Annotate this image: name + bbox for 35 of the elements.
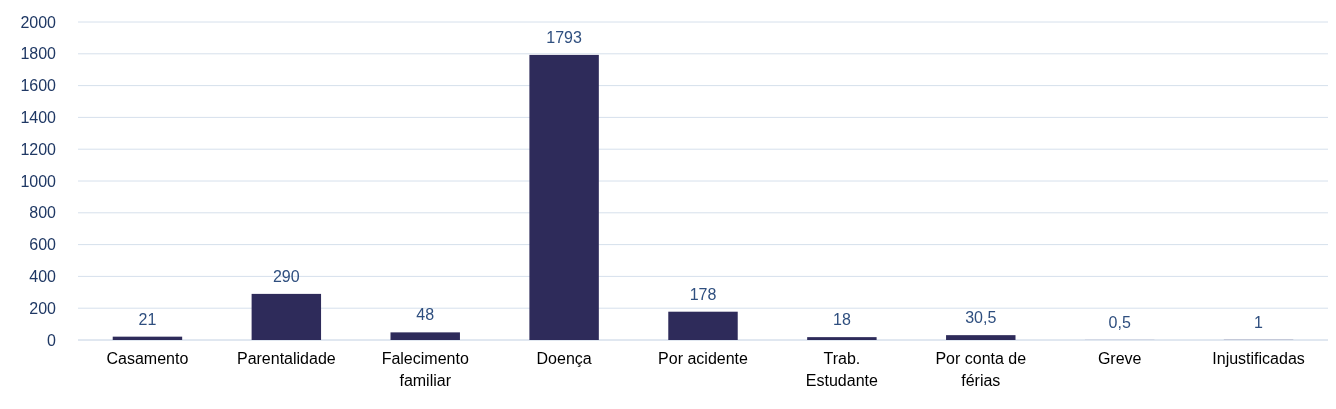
x-tick-label: Injustificadas — [1212, 350, 1305, 367]
y-tick-label: 800 — [29, 204, 57, 222]
data-label: 178 — [689, 285, 717, 303]
x-tick-label: Greve — [1097, 350, 1142, 367]
data-label: 18 — [832, 311, 851, 329]
x-tick-label: Parentalidade — [236, 350, 336, 367]
data-label: 30,5 — [965, 309, 997, 327]
x-tick-label: Por acidente — [658, 350, 749, 367]
y-tick-label: 600 — [29, 236, 57, 254]
y-tick-label: 400 — [29, 268, 57, 285]
data-label: 48 — [416, 306, 435, 324]
y-tick-label: 1600 — [20, 77, 57, 95]
bar — [251, 293, 322, 340]
y-tick-label: 200 — [29, 299, 57, 317]
data-label: 290 — [272, 267, 300, 285]
bar — [390, 332, 460, 340]
bar — [807, 337, 877, 340]
y-tick-label: 0 — [47, 331, 57, 349]
x-tick-label: Casamento — [106, 350, 189, 367]
x-tick-label: Por conta de férias — [935, 350, 1027, 389]
y-tick-label: 1200 — [20, 140, 57, 158]
data-label: 0,5 — [1108, 313, 1131, 331]
x-tick-label: Trab. Estudante — [805, 350, 879, 389]
y-tick-label: 1000 — [20, 172, 57, 190]
y-tick-label: 1800 — [20, 45, 57, 63]
data-label: 1793 — [546, 28, 583, 46]
data-label: 1 — [1254, 313, 1264, 331]
data-label: 21 — [138, 310, 157, 328]
y-tick-label: 2000 — [20, 13, 57, 31]
bar — [946, 335, 1016, 340]
x-tick-label: Doença — [536, 350, 592, 367]
y-tick-label: 1400 — [20, 109, 57, 126]
x-tick-label: Falecimento familiar — [381, 350, 469, 389]
bar — [668, 311, 738, 340]
bar — [529, 54, 599, 340]
